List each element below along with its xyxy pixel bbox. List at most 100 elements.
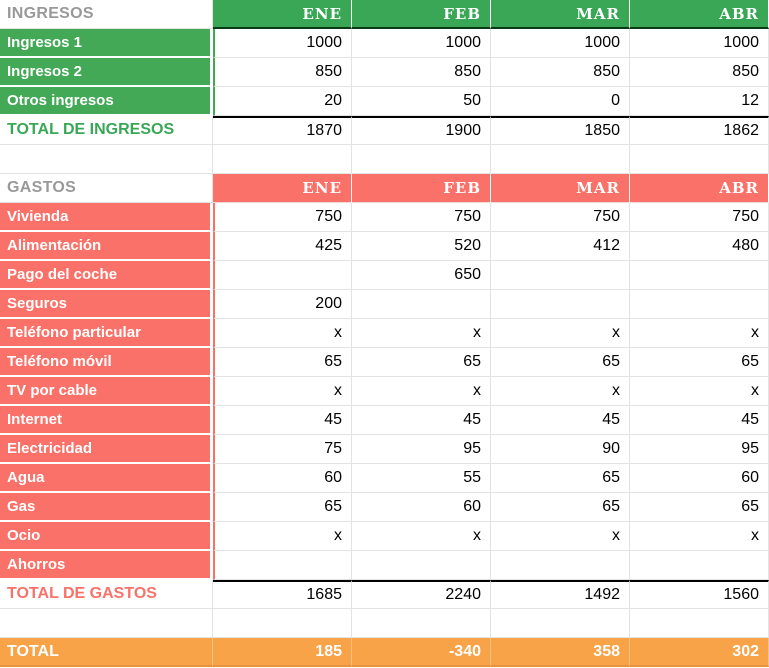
value-cell[interactable]: x [213,522,352,551]
value-cell[interactable] [630,261,769,290]
grand-total-value-cell[interactable]: 185 [213,638,352,667]
value-cell[interactable] [213,551,352,580]
value-cell[interactable]: 45 [630,406,769,435]
value-cell[interactable] [213,261,352,290]
row-label-cell[interactable]: Ingresos 2 [0,58,213,87]
spacer-cell[interactable] [630,609,769,638]
value-cell[interactable]: 750 [213,203,352,232]
row-label-cell[interactable]: TV por cable [0,377,213,406]
value-cell[interactable]: x [491,377,630,406]
spacer-cell[interactable] [491,609,630,638]
spacer-cell[interactable] [352,145,491,174]
expenses-total-value-cell[interactable]: 1492 [491,580,630,609]
value-cell[interactable]: 75 [213,435,352,464]
grand-total-label-cell[interactable]: TOTAL [0,638,213,667]
spacer-cell[interactable] [0,609,213,638]
expenses-section-title[interactable]: GASTOS [0,174,213,203]
value-cell[interactable]: 12 [630,87,769,116]
row-label-cell[interactable]: Alimentación [0,232,213,261]
grand-total-value-cell[interactable]: -340 [352,638,491,667]
row-label-cell[interactable]: Vivienda [0,203,213,232]
value-cell[interactable] [491,551,630,580]
expenses-total-value-cell[interactable]: 2240 [352,580,491,609]
value-cell[interactable]: 65 [213,493,352,522]
value-cell[interactable]: 60 [213,464,352,493]
value-cell[interactable]: 65 [213,348,352,377]
value-cell[interactable]: 65 [491,464,630,493]
value-cell[interactable] [630,551,769,580]
value-cell[interactable] [491,290,630,319]
value-cell[interactable]: 750 [352,203,491,232]
value-cell[interactable]: 60 [352,493,491,522]
value-cell[interactable]: 45 [491,406,630,435]
value-cell[interactable]: 850 [352,58,491,87]
value-cell[interactable]: 95 [352,435,491,464]
row-label-cell[interactable]: Internet [0,406,213,435]
month-header-cell[interactable]: FEB [352,174,491,203]
value-cell[interactable]: 60 [630,464,769,493]
income-section-title[interactable]: INGRESOS [0,0,213,29]
expenses-total-label-cell[interactable]: TOTAL DE GASTOS [0,580,213,609]
row-label-cell[interactable]: Ocio [0,522,213,551]
value-cell[interactable]: 850 [213,58,352,87]
spacer-cell[interactable] [491,145,630,174]
row-label-cell[interactable]: Otros ingresos [0,87,213,116]
value-cell[interactable]: x [352,319,491,348]
month-header-cell[interactable]: MAR [491,174,630,203]
value-cell[interactable] [491,261,630,290]
row-label-cell[interactable]: Electricidad [0,435,213,464]
row-label-cell[interactable]: Teléfono móvil [0,348,213,377]
value-cell[interactable]: 55 [352,464,491,493]
month-header-cell[interactable]: ENE [213,0,352,29]
value-cell[interactable]: 65 [630,493,769,522]
value-cell[interactable]: 1000 [491,29,630,58]
value-cell[interactable]: 1000 [630,29,769,58]
month-header-cell[interactable]: FEB [352,0,491,29]
value-cell[interactable]: 200 [213,290,352,319]
value-cell[interactable]: 520 [352,232,491,261]
value-cell[interactable]: 45 [213,406,352,435]
grand-total-value-cell[interactable]: 358 [491,638,630,667]
income-total-value-cell[interactable]: 1870 [213,116,352,145]
value-cell[interactable]: x [352,522,491,551]
value-cell[interactable]: 65 [491,348,630,377]
income-total-value-cell[interactable]: 1900 [352,116,491,145]
value-cell[interactable]: x [491,319,630,348]
row-label-cell[interactable]: Ingresos 1 [0,29,213,58]
expenses-total-value-cell[interactable]: 1685 [213,580,352,609]
value-cell[interactable]: 0 [491,87,630,116]
month-header-cell[interactable]: MAR [491,0,630,29]
grand-total-value-cell[interactable]: 302 [630,638,769,667]
spacer-cell[interactable] [630,145,769,174]
month-header-cell[interactable]: ABR [630,0,769,29]
value-cell[interactable]: x [630,319,769,348]
value-cell[interactable]: 850 [491,58,630,87]
value-cell[interactable]: 1000 [213,29,352,58]
income-total-label-cell[interactable]: TOTAL DE INGRESOS [0,116,213,145]
value-cell[interactable]: 20 [213,87,352,116]
value-cell[interactable]: 95 [630,435,769,464]
spacer-cell[interactable] [213,145,352,174]
value-cell[interactable] [352,290,491,319]
value-cell[interactable]: 650 [352,261,491,290]
value-cell[interactable]: 65 [491,493,630,522]
value-cell[interactable]: 750 [491,203,630,232]
value-cell[interactable]: x [213,319,352,348]
value-cell[interactable]: 50 [352,87,491,116]
value-cell[interactable]: 480 [630,232,769,261]
row-label-cell[interactable]: Ahorros [0,551,213,580]
income-total-value-cell[interactable]: 1862 [630,116,769,145]
value-cell[interactable]: 65 [630,348,769,377]
value-cell[interactable]: 90 [491,435,630,464]
value-cell[interactable]: x [630,377,769,406]
income-total-value-cell[interactable]: 1850 [491,116,630,145]
month-header-cell[interactable]: ENE [213,174,352,203]
value-cell[interactable]: x [352,377,491,406]
row-label-cell[interactable]: Gas [0,493,213,522]
value-cell[interactable]: 45 [352,406,491,435]
spacer-cell[interactable] [213,609,352,638]
value-cell[interactable]: 65 [352,348,491,377]
row-label-cell[interactable]: Agua [0,464,213,493]
row-label-cell[interactable]: Seguros [0,290,213,319]
value-cell[interactable]: x [213,377,352,406]
